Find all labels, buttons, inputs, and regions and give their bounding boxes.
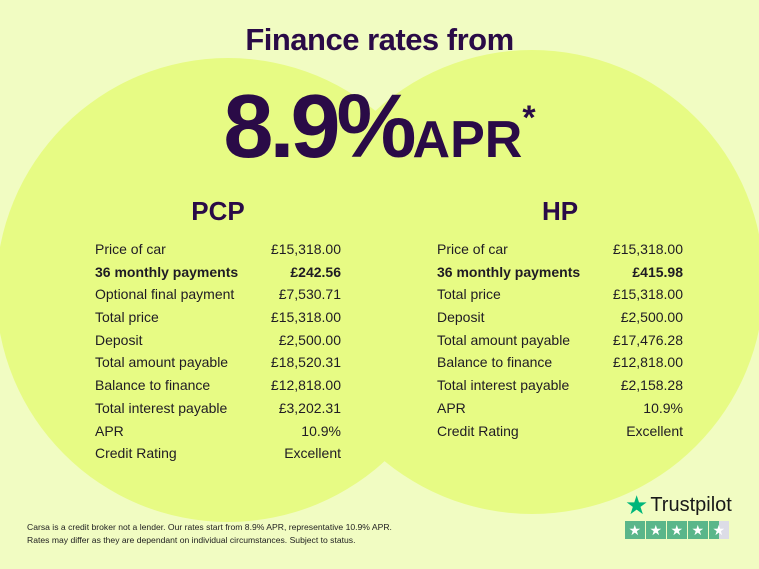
row-value: £242.56	[290, 263, 341, 280]
disclaimer-line: Rates may differ as they are dependant o…	[27, 534, 356, 545]
row-label: Deposit	[95, 331, 143, 348]
trustpilot-rating: ★ ★ ★ ★ ★	[625, 521, 732, 539]
table-row: Total interest payable £3,202.31	[95, 397, 341, 420]
table-row: APR 10.9%	[95, 420, 341, 443]
table-row: Total amount payable £18,520.31	[95, 351, 341, 374]
row-label: Balance to finance	[95, 377, 211, 394]
row-label: APR	[437, 399, 466, 416]
pcp-title: PCP	[191, 196, 245, 226]
row-value: £15,318.00	[612, 241, 683, 257]
rating-star-icon: ★	[688, 521, 708, 539]
table-row: Price of car £15,318.00	[437, 238, 683, 261]
table-row: Balance to finance £12,818.00	[437, 351, 683, 374]
pcp-table: PCP Price of car £15,318.00 36 monthly pay…	[95, 196, 341, 465]
trustpilot-logo: ★ Trustpilot	[625, 492, 732, 518]
row-value: £7,530.71	[278, 286, 341, 303]
row-label: Total price	[95, 309, 159, 326]
row-label: APR	[95, 422, 124, 439]
table-row: Total interest payable £2,158.28	[437, 374, 683, 397]
row-label: 36 monthly payments	[95, 263, 239, 280]
row-label: 36 monthly payments	[437, 263, 581, 280]
table-row: Credit Rating Excellent	[95, 442, 341, 465]
hp-title: HP	[541, 196, 579, 226]
table-row: 36 monthly payments £242.56	[95, 261, 341, 284]
decorative-circle-right	[300, 50, 759, 514]
table-row: 36 monthly payments £415.98	[437, 261, 683, 284]
row-value: £12,818.00	[270, 377, 341, 394]
table-row: Credit Rating Excellent	[437, 420, 683, 443]
table-row: Deposit £2,500.00	[95, 329, 341, 352]
rate-value: 8.9%	[223, 77, 416, 177]
row-label: Balance to finance	[437, 354, 553, 371]
row-label: Credit Rating	[95, 445, 177, 462]
row-value: £2,158.28	[620, 377, 683, 394]
headline-rate: 8.9%APR*	[0, 68, 759, 190]
table-row: Deposit £2,500.00	[437, 306, 683, 329]
asterisk: *	[522, 99, 536, 137]
row-value: £415.98	[632, 263, 683, 280]
apr-label: APR	[412, 111, 523, 169]
row-label: Credit Rating	[437, 422, 519, 439]
row-label: Optional final payment	[95, 286, 235, 303]
row-value: Excellent	[626, 422, 683, 439]
table-row: Optional final payment £7,530.71	[95, 283, 341, 306]
row-value: £12,818.00	[612, 354, 683, 371]
row-value: 10.9%	[643, 399, 683, 416]
trustpilot-name: Trustpilot	[650, 493, 732, 516]
row-label: Deposit	[437, 309, 485, 326]
row-label: Total amount payable	[95, 354, 229, 371]
disclaimer: Carsa is a credit broker not a lender. O…	[27, 521, 392, 546]
disclaimer-line: Carsa is a credit broker not a lender. O…	[27, 522, 392, 532]
rating-star-icon: ★	[667, 521, 687, 539]
row-label: Price of car	[95, 241, 166, 257]
row-label: Total interest payable	[95, 399, 228, 416]
table-row: Total price £15,318.00	[95, 306, 341, 329]
row-label: Total amount payable	[437, 331, 571, 348]
table-row: APR 10.9%	[437, 397, 683, 420]
trustpilot-badge: ★ Trustpilot ★ ★ ★ ★ ★	[625, 492, 732, 539]
hp-table: HP Price of car £15,318.00 36 monthly paym…	[437, 196, 683, 442]
row-value: 10.9%	[301, 422, 341, 439]
table-row: Price of car £15,318.00	[95, 238, 341, 261]
rating-star-icon: ★	[646, 521, 666, 539]
row-value: £17,476.28	[612, 331, 683, 348]
rating-star-icon: ★	[709, 521, 729, 539]
table-row: Total price £15,318.00	[437, 283, 683, 306]
rating-star-icon: ★	[625, 521, 645, 539]
row-value: £18,520.31	[270, 354, 341, 371]
row-value: £2,500.00	[278, 331, 341, 348]
table-row: Total amount payable £17,476.28	[437, 329, 683, 352]
star-icon: ★	[625, 490, 649, 520]
pcp-rows: Price of car £15,318.00 36 monthly payment…	[95, 238, 341, 465]
hp-rows: Price of car £15,318.00 36 monthly payment…	[437, 238, 683, 442]
row-value: £2,500.00	[620, 309, 683, 326]
row-label: Total interest payable	[437, 377, 570, 394]
row-label: Total price	[437, 286, 501, 303]
row-label: Price of car	[437, 241, 508, 257]
table-row: Balance to finance £12,818.00	[95, 374, 341, 397]
row-value: £15,318.00	[270, 241, 341, 257]
row-value: Excellent	[284, 445, 341, 462]
row-value: £3,202.31	[278, 399, 341, 416]
headline-title: Finance rates from	[245, 22, 514, 57]
row-value: £15,318.00	[612, 286, 683, 303]
row-value: £15,318.00	[270, 309, 341, 326]
